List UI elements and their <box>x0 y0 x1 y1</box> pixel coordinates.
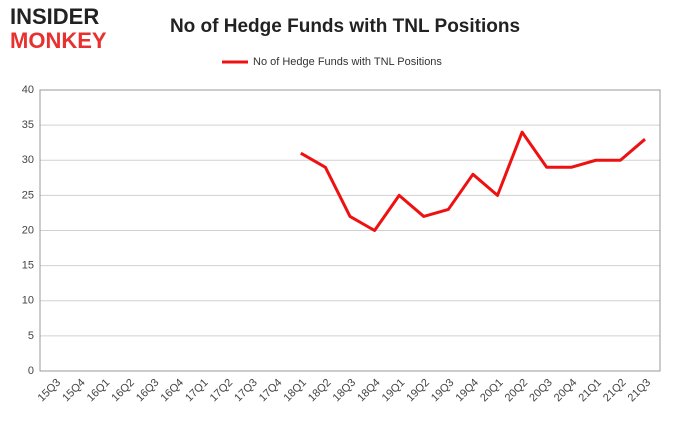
x-tick-label: 18Q1 <box>281 377 309 405</box>
x-tick-label: 20Q1 <box>478 377 506 405</box>
y-tick-label: 0 <box>28 365 34 377</box>
x-tick-label: 20Q2 <box>503 377 531 405</box>
y-tick-label: 40 <box>22 84 34 96</box>
x-tick-label: 20Q4 <box>552 377 580 405</box>
y-tick-label: 10 <box>22 295 34 307</box>
x-tick-label: 17Q1 <box>183 377 211 405</box>
x-tick-label: 17Q2 <box>208 377 236 405</box>
chart-title: No of Hedge Funds with TNL Positions <box>170 16 520 37</box>
legend-label: No of Hedge Funds with TNL Positions <box>253 56 442 68</box>
x-tick-label: 17Q4 <box>257 377 285 405</box>
x-tick-label: 15Q4 <box>60 377 88 405</box>
x-tick-label: 16Q2 <box>109 377 137 405</box>
x-tick-label: 16Q4 <box>159 377 187 405</box>
y-tick-label: 20 <box>22 224 34 236</box>
x-tick-label: 19Q2 <box>404 377 432 405</box>
y-tick-label: 35 <box>22 119 34 131</box>
x-tick-label: 17Q3 <box>232 377 260 405</box>
data-line <box>300 130 646 232</box>
x-tick-label: 19Q3 <box>429 377 457 405</box>
logo-text: INSIDER <box>10 4 99 29</box>
plot-border <box>39 89 661 372</box>
x-tick-label: 18Q3 <box>331 377 359 405</box>
y-tick-label: 5 <box>28 330 34 342</box>
x-tick-label: 19Q4 <box>454 377 482 405</box>
x-tick-label: 18Q2 <box>306 377 334 405</box>
x-tick-label: 16Q3 <box>134 377 162 405</box>
x-tick-label: 18Q4 <box>355 377 383 405</box>
y-tick-label: 25 <box>22 189 34 201</box>
x-tick-label: 16Q1 <box>85 377 113 405</box>
y-tick-label: 15 <box>22 260 34 272</box>
y-tick-label: 30 <box>22 154 34 166</box>
x-tick-label: 21Q1 <box>576 377 604 405</box>
x-tick-label: 20Q3 <box>527 377 555 405</box>
x-tick-label: 21Q2 <box>601 377 629 405</box>
logo-text: MONKEY <box>10 28 107 53</box>
x-tick-label: 19Q1 <box>380 377 408 405</box>
x-tick-label: 21Q3 <box>626 377 654 405</box>
x-tick-label: 15Q3 <box>36 377 64 405</box>
